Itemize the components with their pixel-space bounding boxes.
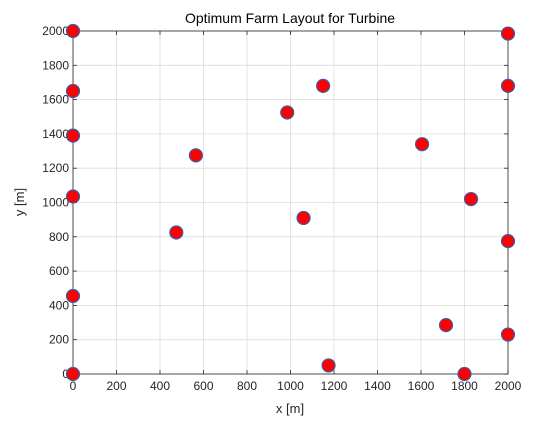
turbine-marker <box>65 23 81 39</box>
turbine-marker <box>500 78 516 93</box>
y-tick-label: 0 <box>62 367 69 381</box>
x-tick-label: 200 <box>106 379 126 393</box>
y-tick-label: 1000 <box>42 196 69 210</box>
x-tick-label: 1200 <box>321 379 348 393</box>
turbine-marker <box>500 233 516 249</box>
x-tick-label: 0 <box>70 379 77 393</box>
x-tick-label: 600 <box>193 379 213 393</box>
turbine-marker <box>438 318 454 333</box>
turbine-marker <box>500 327 516 342</box>
y-tick-label: 800 <box>49 230 69 244</box>
y-tick-label: 1400 <box>42 127 69 141</box>
turbine-marker <box>65 288 81 304</box>
x-tick-label: 400 <box>150 379 170 393</box>
turbine-marker <box>321 358 336 373</box>
y-tick-label: 1800 <box>42 58 69 72</box>
x-axis-label: x [m] <box>276 401 304 416</box>
turbine-marker <box>316 78 331 93</box>
turbine-marker <box>296 210 311 226</box>
y-tick-label: 1600 <box>42 93 69 107</box>
turbine-marker <box>65 366 81 382</box>
y-tick-label: 2000 <box>42 24 69 38</box>
x-tick-label: 1400 <box>364 379 391 393</box>
y-axis-label: y [m] <box>12 188 27 216</box>
turbine-marker <box>280 105 295 120</box>
y-tick-label: 400 <box>49 298 69 312</box>
x-tick-label: 1800 <box>451 379 478 393</box>
x-tick-label: 2000 <box>495 379 522 393</box>
x-tick-label: 1600 <box>408 379 435 393</box>
x-tick-label: 1000 <box>277 379 304 393</box>
y-tick-labels: 0 200 400 600 800 1000 1200 1400 1600 1800 2000 <box>42 24 69 381</box>
y-tick-label: 1200 <box>42 161 69 175</box>
turbine-marker <box>414 137 430 152</box>
turbine-marker <box>65 83 81 99</box>
turbine-marker <box>65 128 81 143</box>
chart-title: Optimum Farm Layout for Turbine <box>185 10 395 26</box>
turbine-marker <box>188 148 203 163</box>
x-tick-label: 800 <box>237 379 257 393</box>
turbine-marker <box>500 26 516 41</box>
x-tick-labels: 0 200 400 600 800 1000 1200 1400 1600 1800 2000 <box>70 379 522 393</box>
y-tick-label: 600 <box>49 264 69 278</box>
turbine-marker <box>65 189 81 204</box>
data-points <box>65 23 516 382</box>
turbine-marker <box>457 366 472 382</box>
y-tick-label: 200 <box>49 333 69 347</box>
turbine-marker <box>463 191 479 207</box>
turbine-marker <box>169 225 184 240</box>
